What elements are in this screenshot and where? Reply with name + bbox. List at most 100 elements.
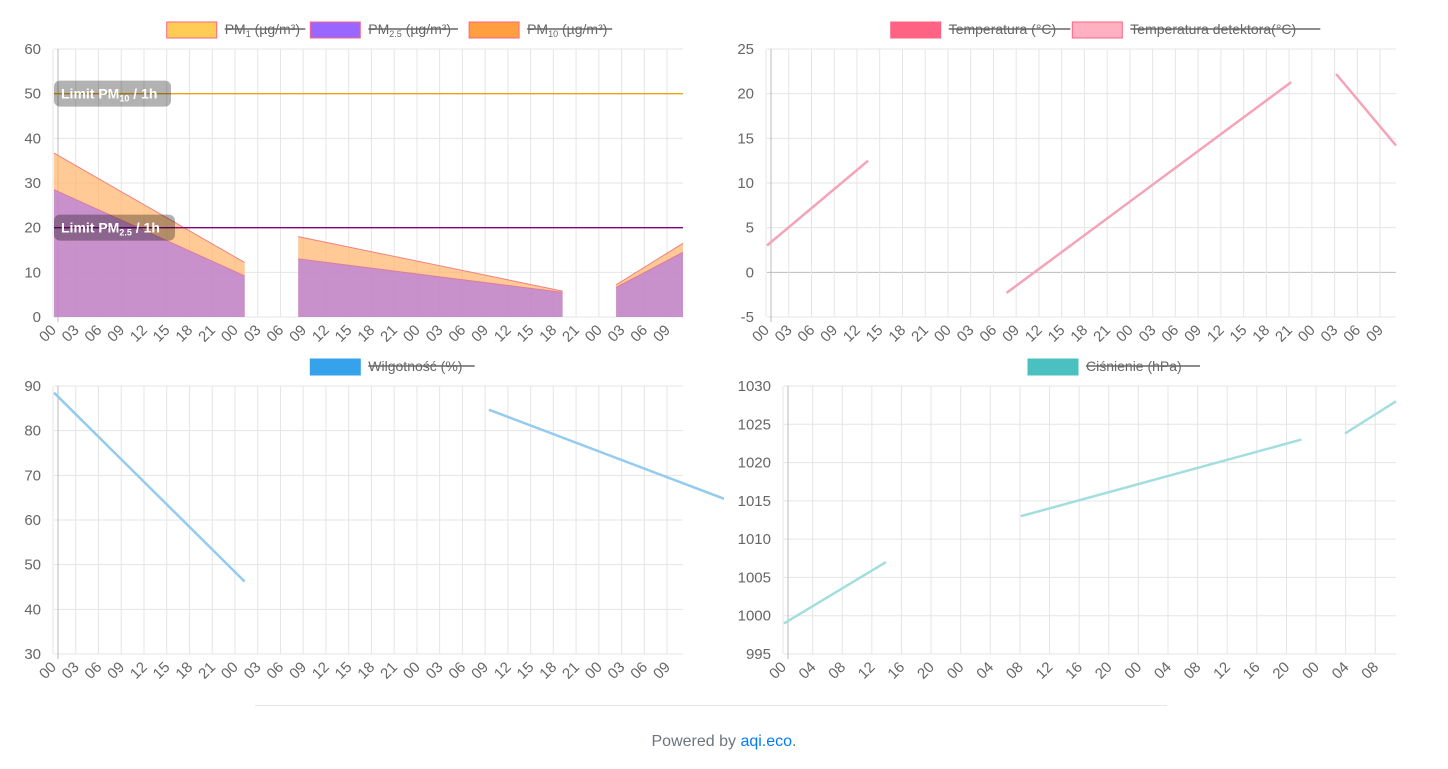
legend-swatch	[309, 21, 361, 39]
x-tick-label: 12	[1204, 322, 1228, 346]
x-tick-label: 21	[559, 659, 583, 683]
line-segment	[615, 242, 684, 286]
x-tick-label: 08	[825, 659, 849, 683]
legend-item[interactable]: Ciśnienie (hPa)	[1027, 358, 1200, 376]
series-pm25	[53, 189, 684, 317]
x-tick-label: 12	[1210, 659, 1234, 683]
x-tick-label: 03	[423, 322, 447, 346]
x-tick-label: 09	[468, 659, 492, 683]
y-tick-label: 10	[24, 264, 41, 281]
y-tick-label: 5	[746, 220, 754, 237]
x-tick-label: 12	[855, 659, 879, 683]
legend-swatch	[468, 21, 520, 39]
grid	[52, 385, 683, 659]
aqi-eco-link[interactable]: aqi.eco	[740, 733, 793, 750]
x-tick-label: 03	[241, 322, 265, 346]
x-tick-label: 16	[884, 659, 908, 683]
y-tick-label: 30	[24, 646, 41, 663]
y-tick-label: 1010	[738, 531, 771, 548]
limit-line: Limit PM2.5 / 1h	[54, 214, 683, 241]
x-tick-label: 04	[796, 659, 820, 683]
legend-label: PM1 (µg/m³)	[225, 21, 300, 39]
x-tick-label: 18	[1067, 322, 1091, 346]
x-tick-label: 21	[377, 322, 401, 346]
legend-item[interactable]: PM10 (µg/m³)	[468, 21, 613, 39]
grid	[782, 385, 1396, 659]
x-tick-label: 00	[400, 659, 424, 683]
x-tick-label: 15	[150, 659, 174, 683]
x-tick-label: 15	[332, 659, 356, 683]
x-tick-label: 15	[863, 322, 887, 346]
legend-item[interactable]: PM2.5 (µg/m³)	[309, 21, 458, 39]
humidity-chart: Wilgotność (%)30405060708090000306091215…	[24, 358, 724, 683]
x-tick-label: 09	[650, 322, 674, 346]
x-tick-label: 03	[59, 659, 83, 683]
x-tick-label: 12	[1022, 322, 1046, 346]
x-tick-label: 12	[127, 322, 151, 346]
x-tick-label: 16	[1062, 659, 1086, 683]
temperature-chart: Temperatura (°C) Temperatura detektora(°C…	[737, 21, 1397, 346]
x-tick-label: 06	[627, 659, 651, 683]
limit-label-bg	[54, 80, 171, 107]
legend-label: PM10 (µg/m³)	[527, 21, 607, 39]
legend: Wilgotność (%)	[309, 358, 475, 376]
x-tick-label: 03	[423, 659, 447, 683]
area-segment	[616, 252, 683, 317]
x-tick-label: 00	[1299, 659, 1323, 683]
x-tick-label: 03	[1318, 322, 1342, 346]
y-tick-label: -5	[741, 309, 754, 326]
legend-swatch	[166, 21, 218, 39]
x-tick-label: 06	[445, 322, 469, 346]
y-tick-label: 1005	[738, 569, 771, 586]
x-tick-label: 00	[1295, 322, 1319, 346]
x-tick-label: 15	[514, 322, 538, 346]
x-tick-label: 18	[536, 322, 560, 346]
x-tick-label: 12	[491, 322, 515, 346]
y-tick-label: 25	[737, 41, 754, 58]
x-tick-label: 00	[582, 322, 606, 346]
legend-item[interactable]: Wilgotność (%)	[309, 358, 475, 376]
legend-item[interactable]: PM1 (µg/m³)	[166, 21, 306, 39]
x-tick-label: 04	[1329, 659, 1353, 683]
series-hum	[53, 391, 724, 583]
footer-suffix: .	[792, 733, 797, 750]
x-tick-label: 21	[377, 659, 401, 683]
x-tick-label: 18	[885, 322, 909, 346]
line-segment	[53, 189, 245, 277]
x-tick-label: 00	[400, 322, 424, 346]
legend: Temperatura (°C) Temperatura detektora(°C…	[890, 21, 1321, 39]
limit-label: Limit PM10 / 1h	[61, 86, 157, 104]
legend: PM1 (µg/m³) PM2.5 (µg/m³) PM10 (µg/m³)	[166, 21, 613, 39]
y-tick-label: 0	[746, 264, 754, 281]
x-tick-label: 18	[536, 659, 560, 683]
y-tick-label: 10	[737, 175, 754, 192]
legend-item[interactable]: Temperatura (°C)	[890, 21, 1071, 39]
y-tick-label: 1030	[738, 378, 771, 395]
x-tick-label: 20	[914, 659, 938, 683]
x-tick-label: 20	[1092, 659, 1116, 683]
footer: Powered by aqi.eco.	[0, 733, 1448, 751]
x-tick-label: 03	[605, 659, 629, 683]
x-tick-label: 18	[354, 322, 378, 346]
x-tick-label: 09	[286, 659, 310, 683]
limit-label-bg	[54, 214, 175, 241]
legend-item[interactable]: Temperatura detektora(°C)	[1071, 21, 1321, 39]
y-tick-label: 1020	[738, 455, 771, 472]
x-tick-label: 15	[150, 322, 174, 346]
x-tick-label: 09	[817, 322, 841, 346]
x-tick-label: 00	[582, 659, 606, 683]
x-tick-label: 03	[241, 659, 265, 683]
x-tick-label: 03	[954, 322, 978, 346]
series-pres	[783, 400, 1397, 625]
grid	[765, 48, 1396, 322]
x-tick-label: 06	[445, 659, 469, 683]
y-tick-label: 20	[737, 86, 754, 103]
x-tick-label: 15	[1227, 322, 1251, 346]
x-tick-label: 00	[218, 322, 242, 346]
x-tick-label: 21	[908, 322, 932, 346]
y-tick-label: 1025	[738, 416, 771, 433]
x-tick-label: 15	[1045, 322, 1069, 346]
x-tick-label: 09	[104, 659, 128, 683]
x-tick-label: 00	[944, 659, 968, 683]
line-segment	[53, 391, 246, 583]
